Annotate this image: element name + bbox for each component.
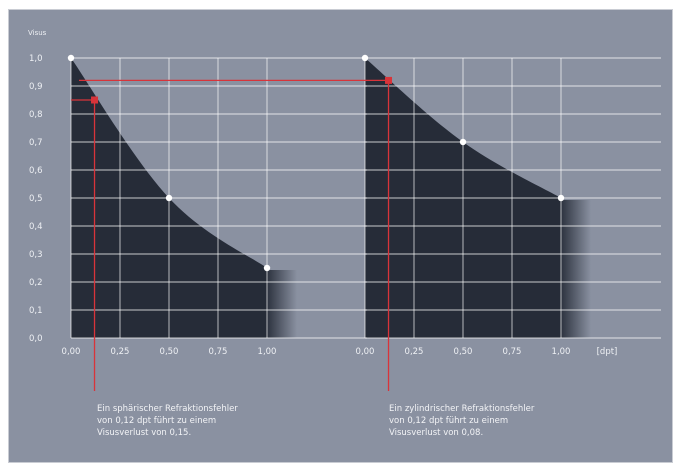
data-point-right: [361, 54, 369, 62]
caption-left-line-2: von 0,12 dpt führt zu einem: [97, 416, 217, 426]
data-point-left: [67, 54, 75, 62]
y-tick-label: 0,6: [29, 166, 43, 176]
caption-right-line-2: von 0,12 dpt führt zu einem: [389, 416, 509, 426]
y-tick-label: 0,9: [29, 82, 43, 92]
visus-charts: 0,00 0,25 0,50 0,75 1,00 1,0 0,9 0,8 0,7 0,6 0,5 0,…: [28, 29, 661, 391]
x-tick-label-right: 0,75: [503, 347, 522, 357]
x-tick-label-left: 0,00: [62, 347, 81, 357]
data-point-right: [459, 138, 467, 146]
x-axis-unit: [dpt]: [597, 347, 618, 357]
y-tick-label: 0,8: [29, 110, 43, 120]
y-tick-label: 0,1: [29, 306, 43, 316]
x-tick-label-left: 0,25: [111, 347, 130, 357]
x-tick-label-left: 1,00: [258, 347, 277, 357]
data-point-left: [165, 194, 173, 202]
caption-left-line-1: Ein sphärischer Refraktionsfehler: [97, 404, 238, 414]
caption-right-line-3: Visusverlust von 0,08.: [389, 428, 484, 438]
y-tick-label: 0,3: [29, 250, 43, 260]
x-tick-label-right: 1,00: [552, 347, 571, 357]
x-tick-label-right: 0,00: [356, 347, 375, 357]
y-tick-label: 0,4: [29, 222, 43, 232]
data-point-right: [557, 194, 565, 202]
y-tick-label: 0,7: [29, 138, 43, 148]
x-tick-label-left: 0,75: [209, 347, 228, 357]
y-tick-label: 1,0: [29, 54, 43, 64]
caption-left: Ein sphärischer Refraktionsfehler von 0,…: [97, 403, 317, 439]
caption-right: Ein zylindrischer Refraktionsfehler von …: [389, 403, 609, 439]
y-tick-label: 0,5: [29, 194, 43, 204]
x-tick-label-left: 0,50: [160, 347, 179, 357]
area-fade-left: [265, 270, 297, 338]
area-fade-right: [559, 200, 591, 338]
x-tick-label-right: 0,50: [454, 347, 473, 357]
data-point-left: [263, 264, 271, 272]
caption-left-line-3: Visusverlust von 0,15.: [97, 428, 192, 438]
chart-figure: 0,00 0,25 0,50 0,75 1,00 1,0 0,9 0,8 0,7 0,6 0,5 0,…: [9, 10, 672, 462]
caption-right-line-1: Ein zylindrischer Refraktionsfehler: [389, 404, 535, 414]
y-tick-label: 0,0: [29, 334, 43, 344]
x-tick-label-right: 0,25: [405, 347, 424, 357]
y-tick-label: 0,2: [29, 278, 43, 288]
y-axis-title: Visus: [28, 29, 47, 37]
